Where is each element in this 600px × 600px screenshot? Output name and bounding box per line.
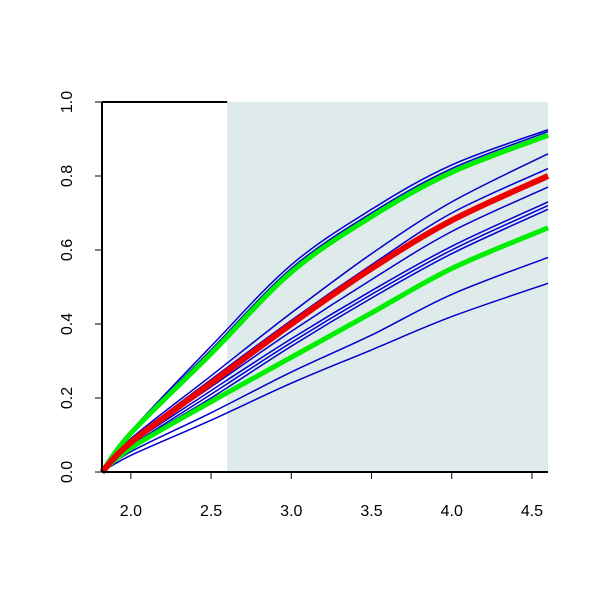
line (101, 256, 549, 473)
x-tick-label: 2.5 (200, 503, 222, 520)
x-tick-label: 4.5 (521, 503, 543, 520)
line (100, 225, 549, 474)
y-tick-label: 0.8 (59, 165, 76, 187)
shaded-region (227, 102, 548, 472)
x-tick-label: 2.0 (120, 503, 142, 520)
y-tick-label: 0.6 (59, 239, 76, 261)
y-tick-label: 0.4 (59, 313, 76, 335)
y-tick-label: 0.0 (59, 461, 76, 483)
line (99, 132, 549, 474)
y-tick-label: 1.0 (59, 91, 76, 113)
y-tick-label: 0.2 (59, 387, 76, 409)
x-tick-label: 3.0 (280, 503, 302, 520)
x-tick-label: 4.0 (441, 503, 463, 520)
line (101, 282, 549, 473)
line (99, 173, 550, 475)
x-tick-label: 3.5 (360, 503, 382, 520)
line (101, 153, 549, 473)
